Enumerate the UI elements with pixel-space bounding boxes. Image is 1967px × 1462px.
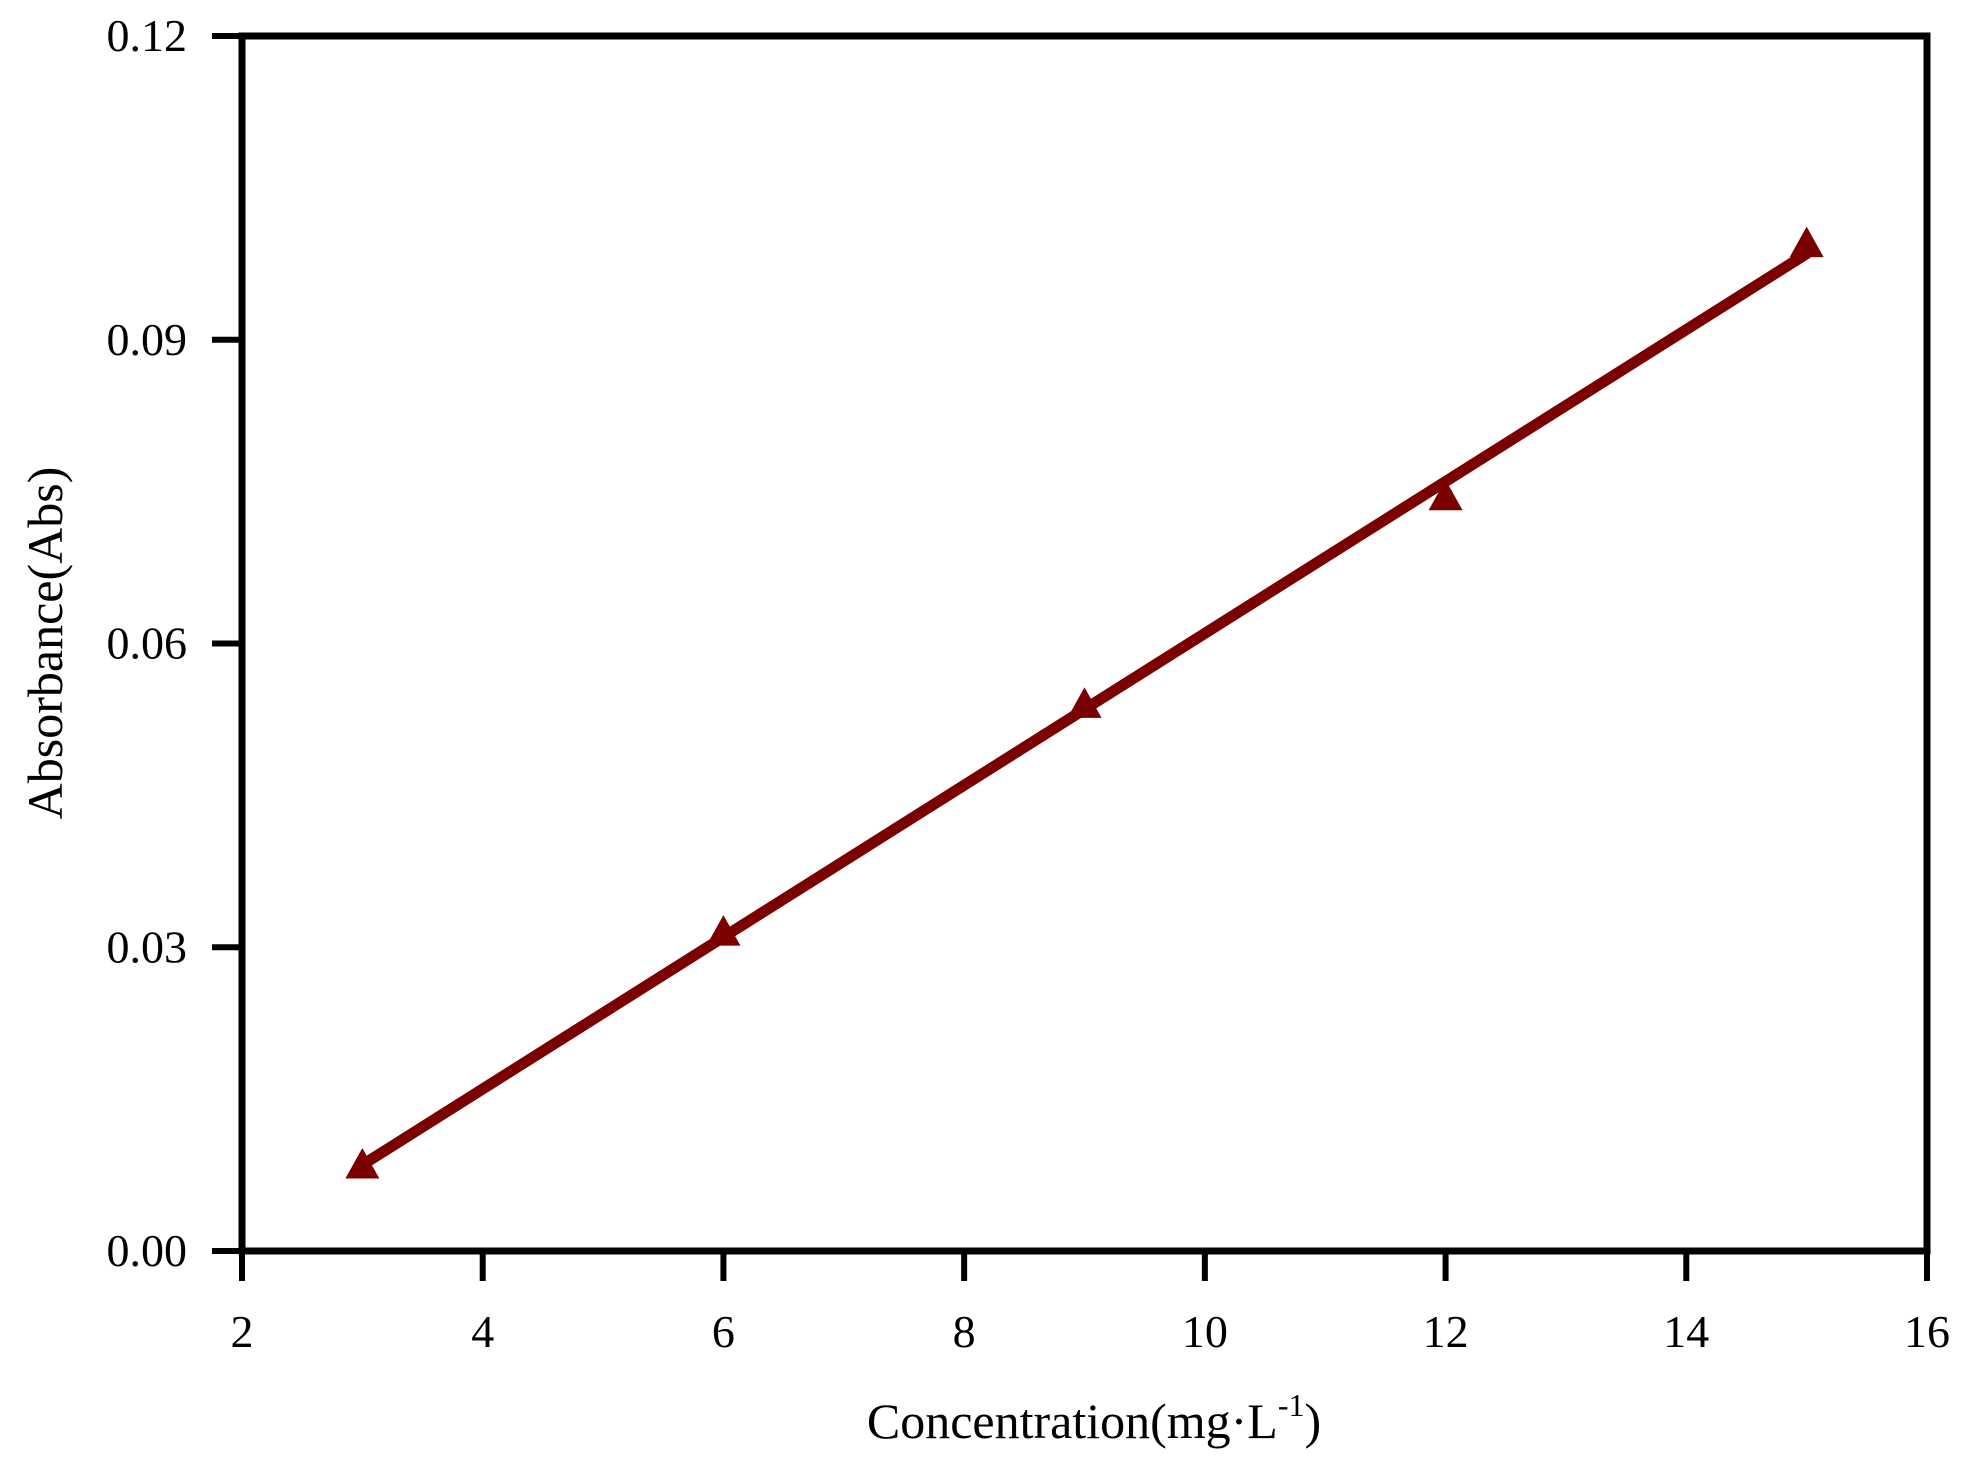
data-point <box>1789 226 1824 258</box>
x-tick-label: 8 <box>953 1306 976 1357</box>
y-tick-label: 0.12 <box>107 10 188 61</box>
y-axis-ticks: 0.00 0.03 0.06 0.09 0.12 <box>107 10 242 1276</box>
x-tick-label: 10 <box>1182 1306 1228 1357</box>
x-axis-title-close: ) <box>1305 1393 1322 1449</box>
x-tick-label: 4 <box>471 1306 494 1357</box>
y-tick-label: 0.00 <box>107 1225 188 1276</box>
x-axis-ticks: 2 4 6 8 10 12 14 16 <box>231 1251 1950 1357</box>
x-tick-label: 6 <box>712 1306 735 1357</box>
y-tick-label: 0.09 <box>107 314 188 365</box>
x-tick-label: 16 <box>1904 1306 1950 1357</box>
data-point <box>345 1147 380 1179</box>
x-tick-label: 12 <box>1423 1306 1469 1357</box>
data-point <box>1067 687 1102 718</box>
y-tick-label: 0.03 <box>107 921 188 972</box>
y-axis-title: Absorbance(Abs) <box>17 467 73 820</box>
x-tick-label: 14 <box>1663 1306 1709 1357</box>
y-tick-label: 0.06 <box>107 618 188 669</box>
x-axis-title: Concentration(mg·L-1) <box>867 1387 1321 1449</box>
data-points-layer <box>345 226 1824 1179</box>
data-point <box>1428 479 1463 511</box>
x-axis-title-main: Concentration(mg·L <box>867 1393 1278 1449</box>
x-tick-label: 2 <box>231 1306 254 1357</box>
plot-frame <box>238 32 1931 1255</box>
data-point <box>706 915 741 946</box>
x-axis-title-superscript: -1 <box>1278 1387 1305 1423</box>
